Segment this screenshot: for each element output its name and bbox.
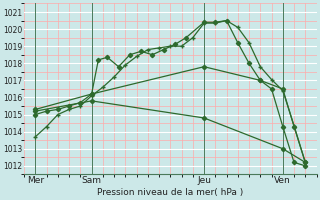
X-axis label: Pression niveau de la mer( hPa ): Pression niveau de la mer( hPa ) bbox=[97, 188, 244, 197]
